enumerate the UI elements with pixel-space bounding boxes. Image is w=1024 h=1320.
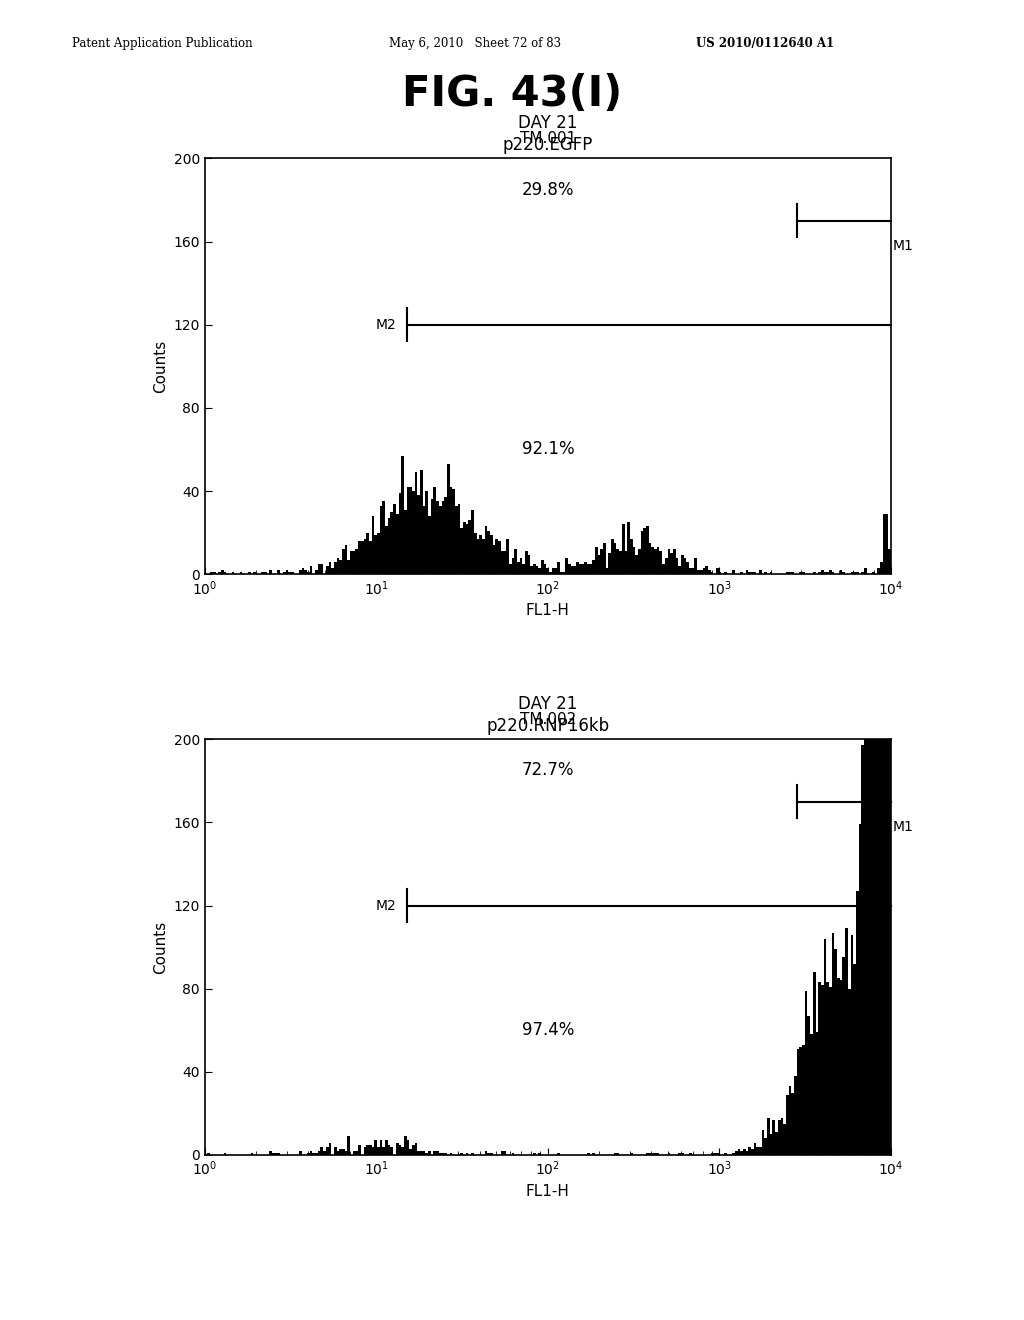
Y-axis label: Counts: Counts: [153, 920, 168, 974]
Polygon shape: [205, 455, 891, 574]
Text: p220.RNP16kb: p220.RNP16kb: [486, 717, 609, 735]
Text: TM.001: TM.001: [520, 131, 575, 147]
Text: Patent Application Publication: Patent Application Publication: [72, 37, 252, 50]
Text: DAY 21: DAY 21: [518, 694, 578, 713]
X-axis label: FL1-H: FL1-H: [526, 603, 569, 618]
Text: M1: M1: [892, 239, 913, 252]
Text: TM.002: TM.002: [520, 711, 575, 727]
Y-axis label: Counts: Counts: [153, 339, 168, 393]
Text: May 6, 2010   Sheet 72 of 83: May 6, 2010 Sheet 72 of 83: [389, 37, 561, 50]
Text: FIG. 43(I): FIG. 43(I): [401, 73, 623, 115]
Text: 29.8%: 29.8%: [521, 181, 574, 198]
Text: DAY 21: DAY 21: [518, 114, 578, 132]
Text: p220.EGFP: p220.EGFP: [503, 136, 593, 154]
Text: M2: M2: [376, 899, 396, 912]
Text: 97.4%: 97.4%: [521, 1022, 574, 1039]
Text: M2: M2: [376, 318, 396, 331]
Polygon shape: [205, 34, 891, 1155]
Text: 72.7%: 72.7%: [521, 762, 574, 779]
Text: US 2010/0112640 A1: US 2010/0112640 A1: [696, 37, 835, 50]
X-axis label: FL1-H: FL1-H: [526, 1184, 569, 1199]
Text: M1: M1: [892, 820, 913, 833]
Text: 92.1%: 92.1%: [521, 441, 574, 458]
